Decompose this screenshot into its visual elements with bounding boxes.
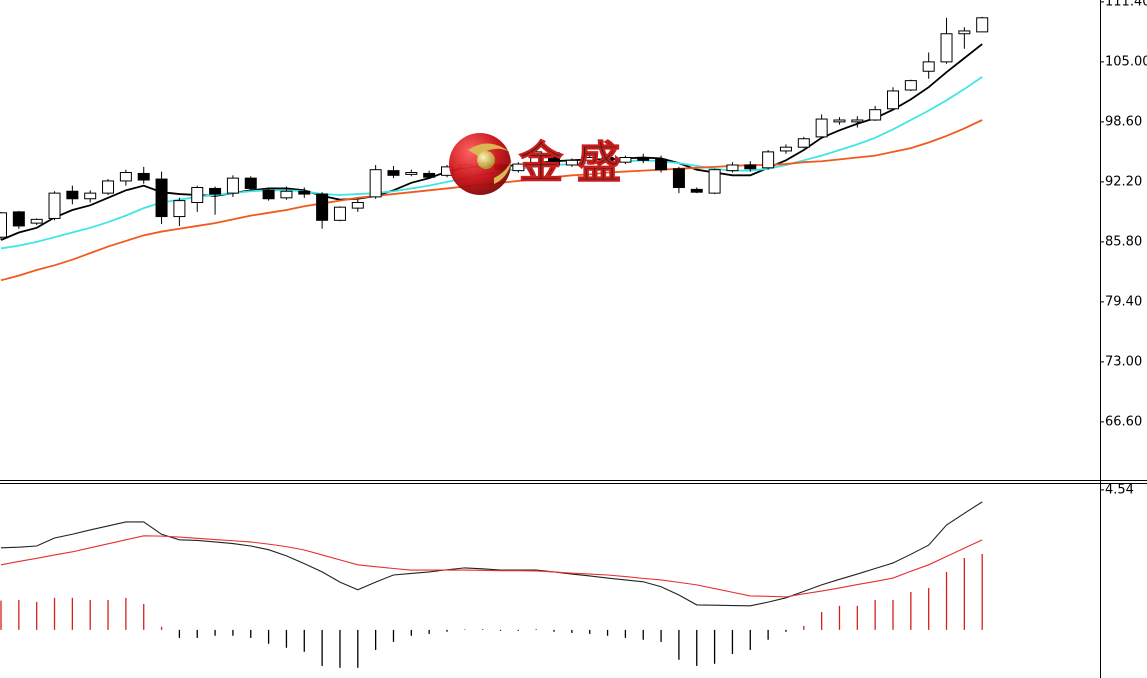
candle-body <box>619 157 632 163</box>
candle-body <box>119 172 132 182</box>
y-tick-label: 73.00 <box>1105 354 1142 369</box>
line-series <box>0 535 983 598</box>
logo <box>449 133 512 195</box>
candle-body <box>833 119 846 123</box>
candle-body <box>226 177 239 194</box>
candle-body <box>173 200 186 218</box>
candle-body <box>601 157 614 163</box>
candle-body <box>244 177 257 189</box>
candle-body <box>548 152 561 166</box>
candle-body <box>690 188 703 193</box>
candle-body <box>779 146 792 152</box>
candle-body <box>583 157 596 161</box>
candle-body <box>815 118 828 138</box>
y-tick-label: 98.60 <box>1105 114 1142 129</box>
candle-body <box>102 180 115 194</box>
candle-body <box>280 190 293 199</box>
candle-body <box>30 218 43 224</box>
candle-body <box>84 192 97 200</box>
candle-body <box>904 80 917 91</box>
y-tick-label: 79.40 <box>1105 294 1142 309</box>
candle-body <box>66 190 79 200</box>
logo-swoosh <box>494 160 512 184</box>
candle-body <box>708 169 721 194</box>
candle-body <box>851 119 864 123</box>
candle-body <box>637 157 650 161</box>
candle-body <box>351 202 364 209</box>
y-tick-label: 66.60 <box>1105 414 1142 429</box>
y-tick-label: 85.80 <box>1105 234 1142 249</box>
line-series <box>0 501 983 607</box>
candle-body <box>209 187 222 195</box>
candle-body <box>369 169 382 198</box>
candle-body <box>262 189 275 200</box>
candle-body <box>0 212 7 238</box>
candle-body <box>976 17 989 33</box>
candle-body <box>387 170 400 176</box>
candle-body <box>940 33 953 63</box>
candle-body <box>530 151 543 166</box>
plot-area <box>0 16 989 668</box>
candle-body <box>298 190 311 195</box>
candle-body <box>316 193 329 221</box>
candle-body <box>726 164 739 172</box>
logo-coin <box>477 151 495 169</box>
y-tick-label: 105.00 <box>1105 54 1147 69</box>
candle-body <box>887 90 899 110</box>
candle-body <box>48 192 61 219</box>
candle-body <box>12 211 25 227</box>
y-tick-label: 4.54 <box>1105 482 1134 497</box>
logo-swoosh <box>468 143 510 156</box>
candle-body <box>869 109 882 121</box>
candle-body <box>405 172 418 175</box>
candle-body <box>922 61 935 72</box>
y-tick-label: 92.20 <box>1105 174 1142 189</box>
candle-body <box>672 168 685 188</box>
candle-body <box>137 172 150 181</box>
watermark: 金盛 <box>518 138 635 189</box>
candle-body <box>797 138 810 148</box>
candle-body <box>744 164 757 170</box>
candle-body <box>333 206 346 221</box>
candle-body <box>512 163 525 172</box>
candle-body <box>191 187 204 203</box>
candle-body <box>423 172 436 178</box>
candle-body <box>762 151 775 169</box>
candle-body <box>155 178 168 218</box>
candle-body <box>565 159 578 166</box>
candle-body <box>958 30 971 35</box>
candle-body <box>655 158 668 171</box>
y-tick-label: 111.40 <box>1105 0 1147 9</box>
